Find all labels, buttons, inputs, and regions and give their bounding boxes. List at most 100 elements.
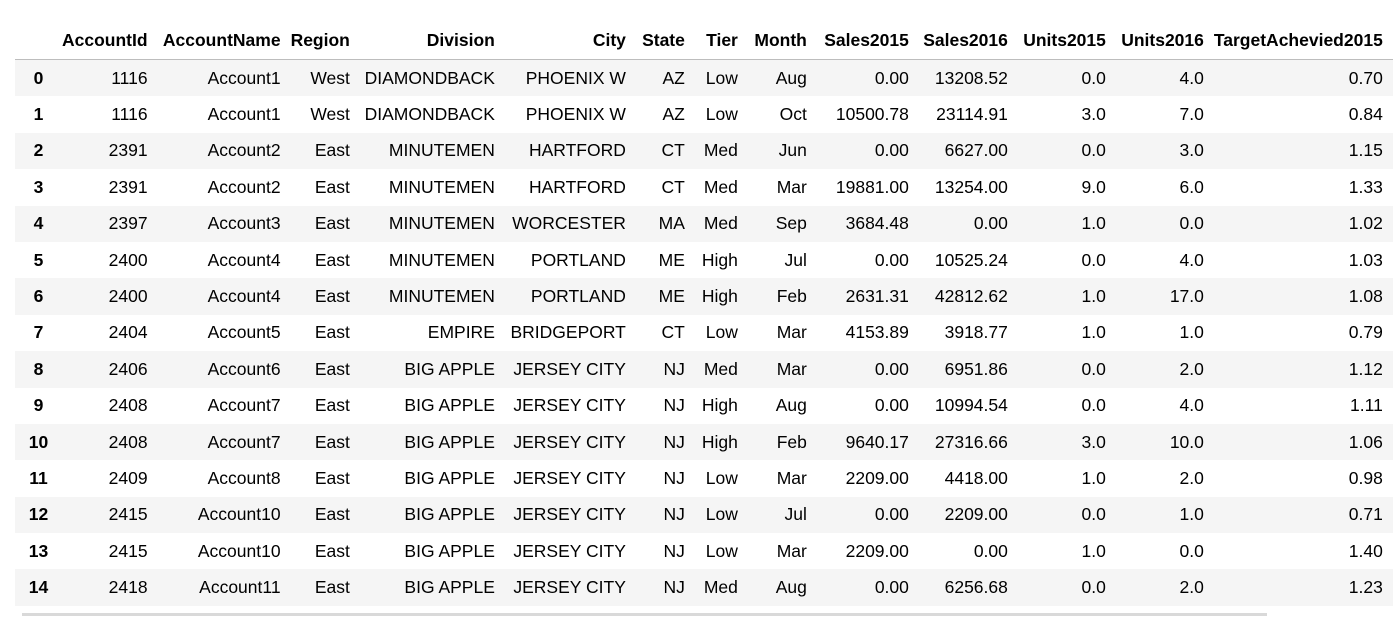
- table-cell: JERSEY CITY: [513, 431, 626, 452]
- table-cell: CT: [661, 176, 685, 197]
- table-cell: East: [314, 577, 350, 598]
- table-cell: 4.0: [1179, 395, 1204, 416]
- table-cell: Account6: [207, 358, 281, 379]
- table-row: 0 1116 Account1 West DIAMONDBACK PHOENIX W AZ L…: [15, 59, 1393, 97]
- table-cell: High: [701, 286, 738, 307]
- table-cell: 2391: [108, 176, 148, 197]
- table-cell: High: [701, 249, 738, 270]
- table-cell: AZ: [662, 67, 685, 88]
- table-cell: 13254.00: [934, 176, 1008, 197]
- table-cell: 2406: [108, 358, 148, 379]
- row-index: 7: [33, 322, 44, 343]
- table-cell: Med: [703, 577, 738, 598]
- table-cell: 1.23: [1348, 577, 1383, 598]
- table-cell: Mar: [776, 467, 807, 488]
- table-cell: 6627.00: [944, 140, 1008, 161]
- table-cell: Sep: [775, 213, 807, 234]
- table-cell: 1.08: [1348, 286, 1383, 307]
- table-cell: 2631.31: [845, 286, 909, 307]
- table-cell: JERSEY CITY: [513, 395, 626, 416]
- row-index: 3: [33, 176, 44, 197]
- table-cell: BIG APPLE: [404, 504, 495, 525]
- table-cell: 4153.89: [845, 322, 909, 343]
- table-cell: Jul: [784, 249, 807, 270]
- table-cell: Account4: [207, 286, 281, 307]
- table-cell: BRIDGEPORT: [510, 322, 626, 343]
- table-cell: ME: [658, 286, 685, 307]
- table-cell: DIAMONDBACK: [364, 104, 495, 125]
- table-cell: PORTLAND: [530, 286, 626, 307]
- table-cell: 2400: [108, 286, 148, 307]
- table-cell: 1116: [111, 67, 148, 88]
- horizontal-scrollbar[interactable]: [22, 613, 1267, 616]
- table-cell: 9640.17: [845, 431, 909, 452]
- row-index: 0: [33, 67, 44, 88]
- row-index: 10: [28, 431, 49, 452]
- table-cell: 0.0: [1179, 213, 1204, 234]
- table-cell: 3684.48: [845, 213, 909, 234]
- column-header: Sales2015: [816, 21, 919, 60]
- index-header: [15, 21, 62, 60]
- column-header: City: [504, 21, 636, 60]
- table-cell: 2391: [108, 140, 148, 161]
- table-cell: 0.00: [874, 358, 909, 379]
- table-cell: East: [314, 504, 350, 525]
- table-cell: 17.0: [1169, 286, 1204, 307]
- table-cell: NJ: [663, 540, 685, 561]
- table-cell: Account8: [207, 467, 281, 488]
- table-cell: 4.0: [1179, 249, 1204, 270]
- table-cell: 0.0: [1179, 540, 1204, 561]
- table-row: 1 1116 Account1 West DIAMONDBACK PHOENIX W AZ L…: [15, 96, 1393, 133]
- table-cell: 0.98: [1348, 467, 1383, 488]
- table-cell: High: [701, 431, 738, 452]
- table-cell: East: [314, 395, 350, 416]
- table-cell: 1.0: [1081, 213, 1106, 234]
- row-index: 12: [28, 504, 49, 525]
- table-cell: 42812.62: [934, 286, 1008, 307]
- table-cell: 0.0: [1081, 249, 1106, 270]
- table-cell: 2408: [108, 431, 148, 452]
- header-row: AccountId AccountName Region Division Ci…: [15, 21, 1393, 60]
- row-index: 13: [28, 540, 49, 561]
- row-index: 4: [33, 213, 44, 234]
- table-cell: PHOENIX W: [525, 67, 626, 88]
- table-cell: Account10: [197, 540, 281, 561]
- table-cell: East: [314, 213, 350, 234]
- table-cell: NJ: [663, 504, 685, 525]
- table-cell: 2209.00: [845, 540, 909, 561]
- table-cell: Account10: [197, 504, 281, 525]
- table-cell: Med: [703, 176, 738, 197]
- table-cell: Feb: [776, 286, 807, 307]
- table-row: 12 2415 Account10 East BIG APPLE JERSEY CITY N…: [15, 496, 1393, 534]
- table-cell: East: [314, 286, 350, 307]
- table-cell: Oct: [779, 104, 807, 125]
- table-cell: 0.0: [1081, 395, 1106, 416]
- table-cell: PORTLAND: [530, 249, 626, 270]
- table-cell: 1.02: [1348, 213, 1383, 234]
- table-cell: Account4: [207, 249, 281, 270]
- table-cell: CT: [661, 140, 685, 161]
- table-cell: East: [314, 249, 350, 270]
- table-cell: Low: [705, 467, 738, 488]
- table-cell: 10994.54: [934, 395, 1008, 416]
- table-cell: Med: [703, 213, 738, 234]
- table-cell: Low: [705, 67, 738, 88]
- table-cell: 7.0: [1179, 104, 1204, 125]
- table-cell: 1.0: [1081, 540, 1106, 561]
- table-cell: 6951.86: [944, 358, 1008, 379]
- table-cell: JERSEY CITY: [513, 577, 626, 598]
- table-cell: East: [314, 358, 350, 379]
- table-cell: 0.0: [1081, 358, 1106, 379]
- table-cell: 1.33: [1348, 176, 1383, 197]
- table-cell: NJ: [663, 358, 685, 379]
- table-cell: 1.12: [1348, 358, 1383, 379]
- table-cell: BIG APPLE: [404, 540, 495, 561]
- table-cell: 2209.00: [944, 504, 1008, 525]
- table-cell: 10500.78: [835, 104, 909, 125]
- table-cell: Jul: [784, 504, 807, 525]
- table-cell: MINUTEMEN: [388, 140, 495, 161]
- table-cell: BIG APPLE: [404, 431, 495, 452]
- table-cell: 1.11: [1350, 395, 1383, 416]
- table-cell: 19881.00: [835, 176, 909, 197]
